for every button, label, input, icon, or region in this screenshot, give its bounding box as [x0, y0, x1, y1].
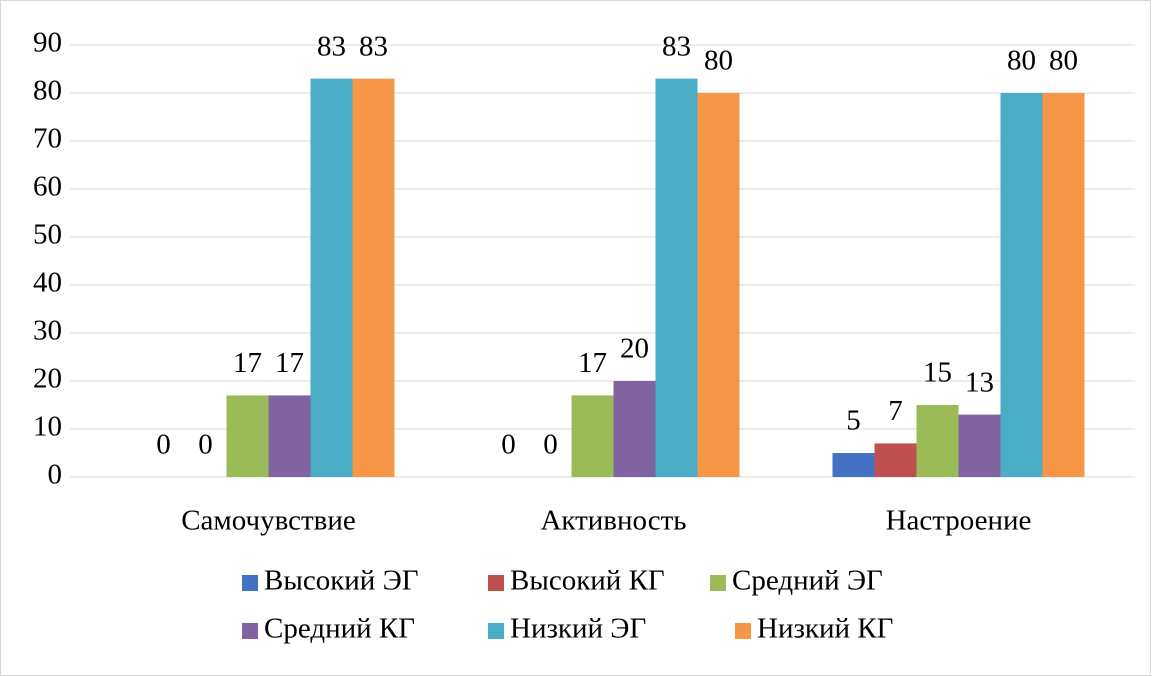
bar — [226, 395, 269, 477]
legend-swatch — [488, 623, 504, 639]
data-label: 17 — [233, 347, 262, 379]
legend-label: Низкий ЭГ — [510, 613, 646, 645]
legend-swatch — [710, 575, 726, 591]
bar — [916, 405, 959, 477]
legend-label: Низкий КГ — [757, 613, 893, 645]
bar — [613, 381, 656, 477]
legend-swatch — [735, 623, 751, 639]
y-tick-label: 10 — [33, 411, 62, 443]
y-tick-label: 20 — [33, 363, 62, 395]
bar — [958, 414, 1001, 477]
legend-label: Высокий ЭГ — [264, 565, 419, 597]
legend-swatch — [242, 623, 258, 639]
data-label: 5 — [846, 405, 861, 437]
data-label: 80 — [704, 45, 733, 77]
bar — [655, 78, 698, 477]
y-tick-label: 60 — [33, 171, 62, 203]
y-tick-label: 0 — [48, 459, 63, 491]
data-label: 0 — [156, 429, 171, 461]
data-label: 83 — [317, 30, 346, 62]
data-label: 20 — [620, 333, 649, 365]
legend-swatch — [488, 575, 504, 591]
data-label: 15 — [923, 357, 952, 389]
bar — [571, 395, 614, 477]
y-tick-label: 80 — [33, 75, 62, 107]
bar — [310, 78, 353, 477]
bar — [832, 453, 875, 477]
bar — [352, 78, 395, 477]
x-tick-label: Активность — [540, 505, 686, 537]
bar — [874, 443, 917, 477]
legend-label: Высокий КГ — [510, 565, 665, 597]
bar — [697, 93, 740, 477]
legend-label: Средний КГ — [264, 613, 415, 645]
x-tick-label: Самочувствие — [181, 505, 356, 537]
x-tick-label: Настроение — [886, 505, 1032, 537]
data-label: 80 — [1049, 45, 1078, 77]
y-tick-label: 30 — [33, 315, 62, 347]
y-tick-label: 90 — [33, 27, 62, 59]
bar — [1042, 93, 1085, 477]
data-label: 7 — [888, 395, 903, 427]
bar — [268, 395, 311, 477]
y-tick-label: 70 — [33, 123, 62, 155]
data-label: 80 — [1007, 45, 1036, 77]
data-label: 13 — [965, 366, 994, 398]
data-label: 83 — [359, 30, 388, 62]
data-label: 0 — [198, 429, 213, 461]
bar — [1000, 93, 1043, 477]
data-label: 83 — [662, 30, 691, 62]
legend-swatch — [242, 575, 258, 591]
legend-label: Средний ЭГ — [732, 565, 883, 597]
data-label: 17 — [275, 347, 304, 379]
y-tick-label: 50 — [33, 219, 62, 251]
data-label: 0 — [501, 429, 516, 461]
data-label: 0 — [543, 429, 558, 461]
y-tick-label: 40 — [33, 267, 62, 299]
data-label: 17 — [578, 347, 607, 379]
